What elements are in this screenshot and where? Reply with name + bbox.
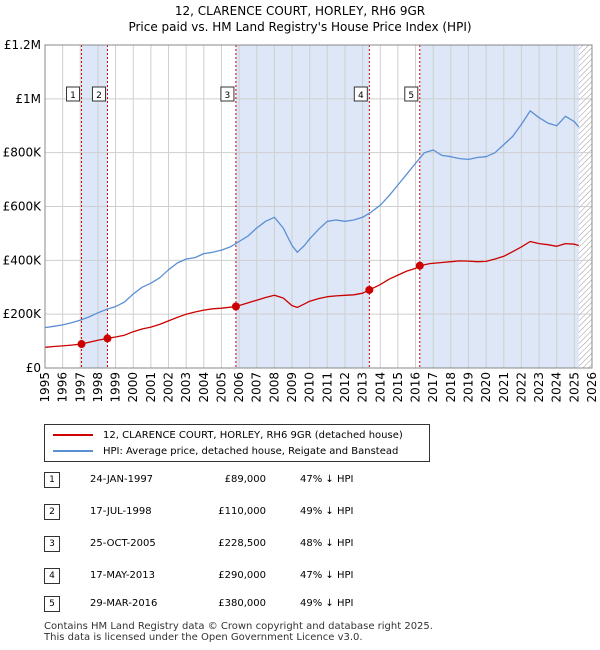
sale-price: £380,000: [218, 598, 266, 609]
sale-hpi-diff: 49% ↓ HPI: [300, 598, 354, 609]
sale-marker-box: [353, 86, 368, 102]
sale-number-badge: 2: [44, 504, 60, 520]
table-row: 1 24-JAN-1997 £89,000 47% ↓ HPI: [44, 472, 444, 490]
hpi-line: [44, 110, 580, 329]
y-tick-label: £200K: [3, 307, 43, 321]
y-tick-label: £1.2M: [4, 38, 41, 52]
sale-marker-box: [404, 86, 419, 102]
sale-date: 25-OCT-2005: [90, 538, 156, 549]
legend: 12, CLARENCE COURT, HORLEY, RH6 9GR (det…: [44, 424, 430, 462]
sale-date: 17-MAY-2013: [90, 570, 156, 581]
x-tick-label: 2005: [214, 372, 228, 403]
footer-line-license: This data is licensed under the Open Gov…: [44, 632, 363, 643]
sale-date: 24-JAN-1997: [90, 474, 154, 485]
x-tick-label: 2001: [144, 372, 158, 403]
sale-price: £89,000: [224, 474, 266, 485]
x-tick-label: 1998: [91, 372, 105, 403]
x-tick-label: 2026: [585, 372, 599, 403]
sale-marker-box: [66, 86, 81, 102]
x-tick-label: 2011: [320, 372, 334, 403]
y-tick-label: £1M: [15, 92, 41, 106]
sale-point: [231, 302, 240, 311]
sale-marker-label: 3: [225, 91, 231, 101]
legend-label-property: 12, CLARENCE COURT, HORLEY, RH6 9GR (det…: [103, 429, 403, 441]
sale-hpi-diff: 48% ↓ HPI: [300, 538, 354, 549]
x-tick-label: 2018: [444, 372, 458, 403]
x-tick-label: 2007: [250, 372, 264, 403]
plot-frame: [44, 44, 593, 369]
chart-subtitle: Price paid vs. HM Land Registry's House …: [128, 20, 472, 34]
legend-swatch-hpi: [53, 450, 93, 452]
table-row: 5 29-MAR-2016 £380,000 49% ↓ HPI: [44, 596, 444, 614]
y-tick-label: £0: [26, 361, 41, 375]
x-tick-label: 2002: [162, 372, 176, 403]
footer-attribution: Contains HM Land Registry data © Crown c…: [44, 621, 433, 643]
sale-number-badge: 5: [44, 596, 60, 612]
x-tick-label: 2020: [479, 372, 493, 403]
x-tick-label: 2008: [267, 372, 281, 403]
footer-line-copyright: Contains HM Land Registry data © Crown c…: [44, 621, 433, 632]
sale-marker-label: 2: [96, 91, 102, 101]
sale-hpi-diff: 49% ↓ HPI: [300, 506, 354, 517]
x-tick-label: 2013: [356, 372, 370, 403]
sale-number-badge: 4: [44, 568, 60, 584]
table-row: 2 17-JUL-1998 £110,000 49% ↓ HPI: [44, 504, 444, 522]
sale-point: [77, 340, 86, 349]
sale-point: [365, 285, 374, 294]
sale-marker-label: 1: [70, 91, 76, 101]
x-tick-label: 2021: [497, 372, 511, 403]
x-tick-label: 2024: [550, 372, 564, 403]
sale-hpi-diff: 47% ↓ HPI: [300, 474, 354, 485]
x-tick-label: 2025: [567, 372, 581, 403]
x-tick-label: 2009: [285, 372, 299, 403]
x-tick-label: 2010: [303, 372, 317, 403]
legend-item-property: 12, CLARENCE COURT, HORLEY, RH6 9GR (det…: [53, 428, 403, 442]
sale-number-badge: 3: [44, 536, 60, 552]
sale-hpi-diff: 47% ↓ HPI: [300, 570, 354, 581]
legend-swatch-property: [53, 434, 93, 436]
property-price-line: [44, 240, 579, 348]
price-chart: 1 2 3 4 5 £0 £200K £400K £600K £800K £1M £1.2M 1995…: [3, 38, 599, 403]
x-tick-label: 2003: [179, 372, 193, 403]
sale-price: £290,000: [218, 570, 266, 581]
legend-item-hpi: HPI: Average price, detached house, Reig…: [53, 444, 398, 458]
table-row: 3 25-OCT-2005 £228,500 48% ↓ HPI: [44, 536, 444, 554]
x-tick-label: 2017: [426, 372, 440, 403]
sale-date: 17-JUL-1998: [90, 506, 152, 517]
sale-marker-box: [220, 86, 235, 102]
x-tick-label: 2012: [338, 372, 352, 403]
x-tick-label: 2004: [197, 372, 211, 403]
table-row: 4 17-MAY-2013 £290,000 47% ↓ HPI: [44, 568, 444, 586]
x-tick-label: 2014: [373, 372, 387, 403]
chart-title: 12, CLARENCE COURT, HORLEY, RH6 9GR: [174, 4, 426, 18]
sale-marker-label: 5: [408, 91, 414, 101]
legend-label-hpi: HPI: Average price, detached house, Reig…: [103, 445, 399, 457]
y-tick-label: £400K: [3, 253, 43, 267]
x-tick-label: 2019: [461, 372, 475, 403]
x-tick-label: 2016: [409, 372, 423, 403]
sale-price: £228,500: [218, 538, 266, 549]
x-tick-label: 1997: [73, 372, 87, 403]
sale-marker-box: [91, 86, 106, 102]
sale-date: 29-MAR-2016: [90, 598, 158, 609]
x-tick-label: 2023: [532, 372, 546, 403]
y-tick-label: £600K: [3, 200, 43, 214]
x-tick-label: 2015: [391, 372, 405, 403]
sale-number-badge: 1: [44, 472, 60, 488]
x-tick-label: 1995: [38, 372, 52, 403]
x-tick-label: 1999: [109, 372, 123, 403]
sale-point: [103, 334, 112, 343]
sale-marker-label: 4: [358, 91, 364, 101]
sale-price: £110,000: [218, 506, 266, 517]
sale-point: [415, 261, 424, 270]
x-tick-label: 1996: [56, 372, 70, 403]
x-tick-label: 2006: [232, 372, 246, 403]
y-tick-label: £800K: [3, 146, 43, 160]
x-tick-label: 2000: [126, 372, 140, 403]
x-tick-label: 2022: [514, 372, 528, 403]
